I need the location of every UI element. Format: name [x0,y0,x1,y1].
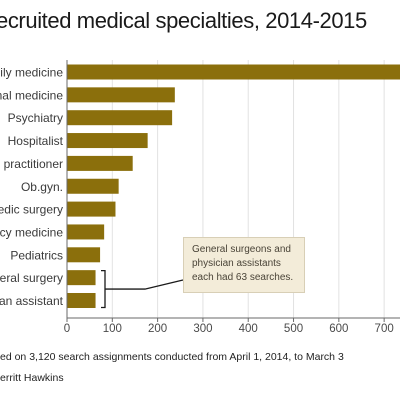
chart-title: ecruited medical specialties, 2014-2015 [0,8,367,33]
x-tick-label: 0 [64,323,70,335]
x-tick-label: 500 [284,323,303,335]
bar [67,247,101,263]
category-label: nal medicine [0,88,63,102]
gridlines [111,60,385,318]
x-tick-label: 400 [239,323,258,335]
category-label: eral surgery [0,271,63,285]
x-tick-label: 600 [329,323,348,335]
callout-line: each had 63 searches. [192,272,294,283]
category-label: Hospitalist [8,134,64,148]
category-label: Pediatrics [10,248,63,262]
annotation-bracket [101,270,184,309]
bar [67,110,173,126]
callout-line: General surgeons and [192,244,291,255]
leader-line [105,279,184,290]
bar [67,87,175,103]
bracket-line [101,270,106,309]
category-label: an assistant [0,294,64,308]
category-label: cy medicine [0,225,63,239]
category-label: Ob.gyn. [21,180,63,194]
bar [67,270,96,286]
category-label: edic surgery [0,203,63,217]
annotation-callout: General surgeons and physician assistant… [183,237,305,293]
bar [67,133,148,149]
x-tick-label: 300 [193,323,212,335]
callout-line: physician assistants [192,258,281,269]
bar [67,64,400,80]
category-labels: ily medicine nal medicine Psychiatry Hospit… [0,66,64,309]
bar [67,293,96,308]
footnote-source: ed on 3,120 search assignments conducted… [0,351,344,363]
category-label: Psychiatry [8,111,63,125]
x-tick-label: 700 [375,323,394,335]
category-label: practitioner [4,157,63,171]
x-tick-label: 200 [148,323,167,335]
x-axis: 0 100 200 300 400 500 600 700 [64,60,400,335]
category-label: ily medicine [0,66,63,80]
bars [67,64,400,308]
footnote-credit: erritt Hawkins [0,372,64,384]
bar [67,178,119,194]
bar [67,155,133,171]
bar [67,224,105,240]
x-tick-label: 100 [103,323,122,335]
bar [67,201,116,217]
